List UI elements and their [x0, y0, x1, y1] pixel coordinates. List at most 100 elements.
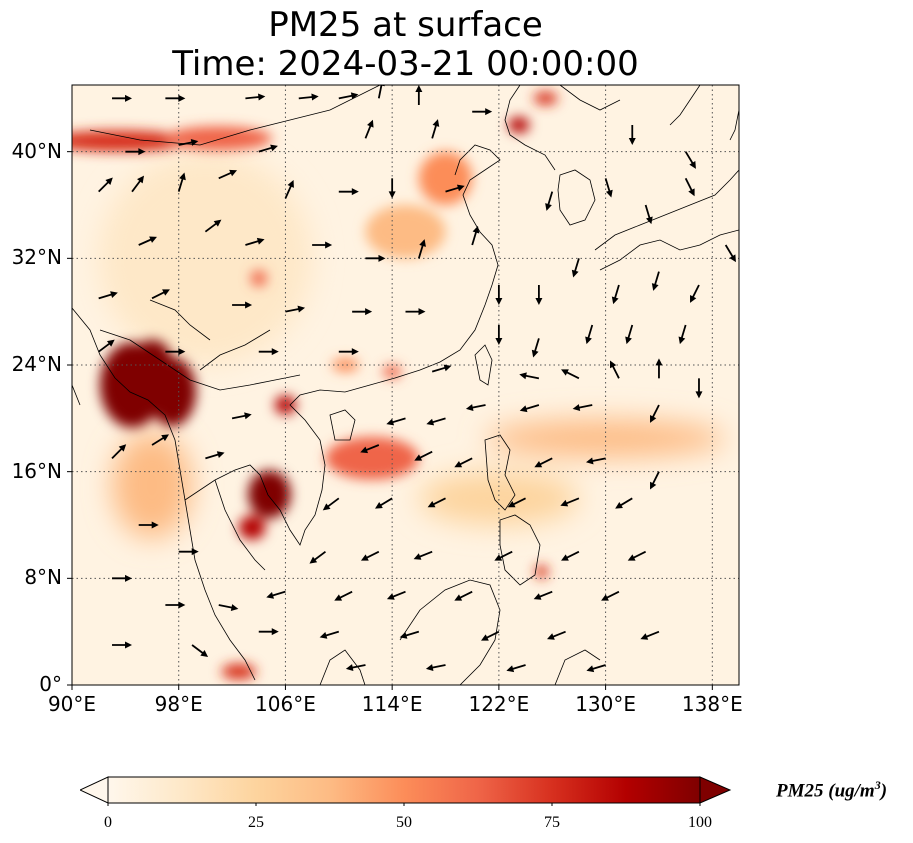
wind-vector-91	[218, 604, 239, 611]
wind-vector-89	[112, 574, 133, 582]
wind-vector-47	[519, 404, 540, 413]
wind-vector-53	[534, 457, 553, 468]
wind-vector-29	[151, 289, 170, 300]
wind-vector-9	[178, 139, 199, 146]
pm25-hotspot-16	[418, 151, 473, 205]
wind-vector-11	[364, 119, 374, 139]
wind-vector-0	[112, 94, 133, 102]
wind-vectors	[98, 85, 736, 673]
wind-vector-81	[506, 664, 526, 673]
wind-vector-39	[519, 372, 540, 380]
wind-vector-15	[177, 172, 186, 192]
wind-vector-59	[507, 497, 526, 508]
wind-vector-13	[98, 177, 113, 193]
wind-vector-46	[465, 404, 486, 411]
axis-ticks	[67, 151, 713, 690]
lat-label-3: 24°N	[11, 352, 62, 376]
wind-vector-93	[191, 644, 209, 657]
colorbar-tick-label-1: 25	[248, 814, 264, 831]
wind-vector-99	[651, 271, 660, 291]
pm25-hotspot-19	[418, 471, 579, 525]
wind-vector-92	[112, 641, 133, 649]
wind-vector-82	[586, 664, 606, 673]
wind-vector-48	[572, 404, 593, 411]
wind-vector-35	[165, 348, 186, 356]
wind-vector-36	[258, 348, 279, 356]
lon-label-4: 122°E	[468, 692, 530, 716]
pm25-hotspot-12	[250, 270, 267, 287]
pm25-hotspot-10	[533, 91, 558, 106]
wind-vector-67	[627, 550, 647, 561]
pm25-hotspot-8	[165, 126, 273, 151]
wind-vector-22	[204, 219, 222, 233]
colorbar-tick-label-3: 75	[544, 814, 560, 831]
colorbar-gradient	[107, 776, 701, 804]
wind-vector-74	[319, 630, 340, 639]
wind-vector-78	[640, 630, 660, 640]
wind-vector-32	[352, 308, 373, 316]
wind-vector-42	[655, 358, 663, 379]
colorbar-label: PM25 (ug/m3)	[776, 778, 887, 802]
wind-vector-18	[338, 188, 359, 196]
wind-vector-60	[560, 497, 580, 507]
colorbar-extend-max	[699, 776, 732, 804]
wind-vector-33	[405, 308, 426, 316]
lat-label-2: 16°N	[11, 458, 62, 483]
wind-vector-8	[125, 148, 146, 156]
wind-vector-37	[338, 348, 359, 356]
wind-vector-16	[218, 169, 238, 180]
wind-vector-62	[309, 550, 326, 564]
lon-label-2: 106°E	[255, 692, 316, 716]
colorbar-label-sup: 3	[874, 778, 881, 792]
wind-vector-57	[375, 497, 393, 509]
pm25-hotspot-15	[221, 663, 257, 680]
pm25-hotspot-13	[382, 365, 402, 379]
wind-vector-56	[322, 497, 340, 511]
colorbar-extend-min	[80, 776, 109, 804]
wind-vector-20	[445, 184, 465, 193]
wind-vector-44	[386, 417, 406, 426]
wind-vector-38	[431, 364, 452, 373]
wind-vector-24	[312, 241, 333, 249]
lat-label-5: 40°N	[11, 138, 62, 163]
wind-vector-65	[494, 550, 513, 561]
pm25-field-broad	[98, 151, 726, 539]
pm25-hotspot-2	[133, 339, 171, 378]
wind-vector-77	[547, 630, 566, 640]
colorbar	[80, 776, 732, 806]
wind-vector-4	[338, 92, 359, 100]
wind-vector-108	[644, 204, 653, 225]
wind-vector-85	[205, 451, 225, 460]
wind-vector-110	[628, 125, 636, 145]
wind-vector-28	[98, 291, 118, 300]
wind-vector-51	[414, 450, 433, 461]
wind-vector-7	[472, 108, 493, 116]
wind-vector-86	[231, 412, 252, 420]
colorbar-tick-label-0: 0	[104, 814, 112, 831]
colorbar-ticks	[107, 803, 701, 806]
wind-vector-34	[98, 339, 115, 353]
wind-vector-105	[678, 324, 687, 345]
wind-vector-70	[386, 590, 406, 600]
wind-vector-106	[545, 191, 554, 211]
lon-label-1: 98°E	[154, 692, 203, 716]
wind-vector-75	[399, 630, 420, 639]
wind-vector-80	[425, 664, 446, 671]
lon-label-3: 114°E	[361, 692, 423, 716]
map-title-line2: Time: 2024-03-21 00:00:00	[172, 44, 639, 84]
wind-vector-43	[695, 378, 703, 399]
wind-vector-101	[495, 325, 503, 345]
wind-vector-40	[561, 369, 580, 380]
lon-label-0: 90°E	[47, 692, 97, 716]
wind-vector-25	[365, 254, 386, 262]
wind-vector-3	[298, 93, 319, 101]
wind-vector-96	[535, 285, 543, 305]
wind-vector-1	[165, 94, 186, 102]
wind-vector-52	[454, 457, 473, 468]
wind-vector-61	[615, 497, 633, 509]
wind-vector-26	[417, 239, 426, 259]
lat-label-0: 0°	[39, 672, 62, 696]
wind-vector-14	[131, 175, 145, 193]
wind-vector-90	[165, 601, 186, 609]
wind-vector-79	[345, 664, 366, 671]
